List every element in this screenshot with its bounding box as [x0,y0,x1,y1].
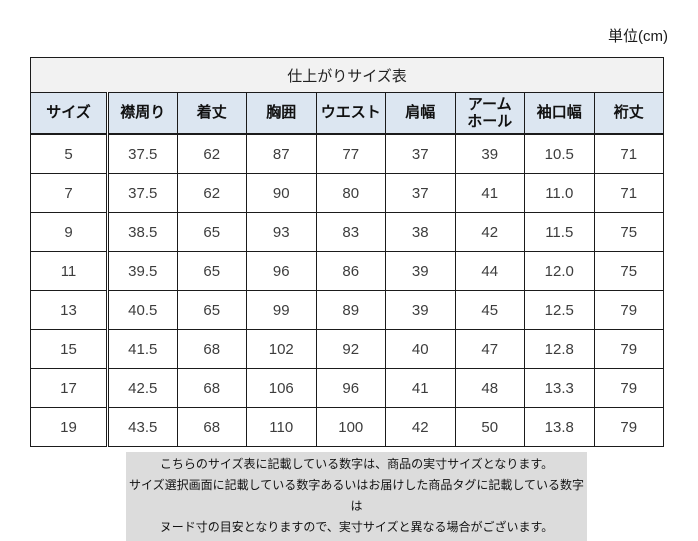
value-cell: 96 [246,251,317,291]
size-cell: 15 [30,329,108,369]
table-row: 11 39.5 65 96 86 39 44 12.0 75 [30,251,664,291]
value-cell: 100 [315,407,386,447]
table-row: 17 42.5 68 106 96 41 48 13.3 79 [30,368,664,408]
size-cell: 19 [30,407,108,447]
value-cell: 37 [385,133,456,174]
size-cell: 7 [30,173,108,213]
value-cell: 39 [454,133,525,174]
value-cell: 99 [246,290,317,330]
value-cell: 38.5 [106,212,178,252]
value-cell: 68 [176,368,247,408]
value-cell: 89 [315,290,386,330]
value-cell: 42 [385,407,456,447]
table-title-row: 仕上がりサイズ表 [30,57,664,93]
value-cell: 42.5 [106,368,178,408]
value-cell: 77 [315,133,386,174]
size-cell: 17 [30,368,108,408]
value-cell: 12.0 [524,251,595,291]
value-cell: 50 [454,407,525,447]
value-cell: 37.5 [106,173,178,213]
value-cell: 92 [315,329,386,369]
table-row: 5 37.5 62 87 77 37 39 10.5 71 [30,133,664,174]
size-cell: 13 [30,290,108,330]
note-box: こちらのサイズ表に記載している数字は、商品の実寸サイズとなります。 サイズ選択画… [126,452,587,541]
value-cell: 106 [246,368,317,408]
table-row: 9 38.5 65 93 83 38 42 11.5 75 [30,212,664,252]
value-cell: 80 [315,173,386,213]
column-header-1: 襟周り [106,92,178,135]
value-cell: 39.5 [106,251,178,291]
value-cell: 86 [315,251,386,291]
value-cell: 11.5 [524,212,595,252]
header-row: サイズ 襟周り 着丈 胸囲 ウエスト 肩幅 アーム ホール 袖口幅 裄丈 [30,92,664,135]
value-cell: 41 [385,368,456,408]
value-cell: 75 [593,251,664,291]
value-cell: 39 [385,251,456,291]
value-cell: 65 [176,251,247,291]
value-cell: 62 [176,133,247,174]
table-row: 13 40.5 65 99 89 39 45 12.5 79 [30,290,664,330]
value-cell: 90 [246,173,317,213]
size-cell: 9 [30,212,108,252]
column-header-8: 裄丈 [593,92,664,135]
value-cell: 40.5 [106,290,178,330]
value-cell: 93 [246,212,317,252]
value-cell: 102 [246,329,317,369]
value-cell: 68 [176,407,247,447]
value-cell: 44 [454,251,525,291]
value-cell: 79 [593,329,664,369]
note-line: こちらのサイズ表に記載している数字は、商品の実寸サイズとなります。 [159,457,554,471]
table-row: 7 37.5 62 90 80 37 41 11.0 71 [30,173,664,213]
value-cell: 110 [246,407,317,447]
value-cell: 11.0 [524,173,595,213]
value-cell: 10.5 [524,133,595,174]
value-cell: 12.8 [524,329,595,369]
value-cell: 96 [315,368,386,408]
value-cell: 75 [593,212,664,252]
value-cell: 47 [454,329,525,369]
value-cell: 87 [246,133,317,174]
note-line: ヌード寸の目安となりますので、実寸サイズと異なる場合がございます。 [159,520,554,534]
note-line: サイズ選択画面に記載している数字あるいはお届けした商品タグに記載している数字は [129,478,584,513]
value-cell: 13.3 [524,368,595,408]
table-row: 19 43.5 68 110 100 42 50 13.8 79 [30,407,664,447]
value-cell: 79 [593,407,664,447]
value-cell: 41.5 [106,329,178,369]
size-cell: 11 [30,251,108,291]
size-cell: 5 [30,133,108,174]
value-cell: 65 [176,290,247,330]
value-cell: 71 [593,133,664,174]
value-cell: 38 [385,212,456,252]
value-cell: 79 [593,290,664,330]
column-header-6: アーム ホール [454,92,525,135]
table-title: 仕上がりサイズ表 [30,57,664,93]
unit-label: 単位(cm) [608,28,668,45]
value-cell: 71 [593,173,664,213]
column-header-0: サイズ [30,92,108,135]
value-cell: 40 [385,329,456,369]
value-cell: 65 [176,212,247,252]
column-header-7: 袖口幅 [524,92,595,135]
value-cell: 79 [593,368,664,408]
value-cell: 39 [385,290,456,330]
value-cell: 12.5 [524,290,595,330]
column-header-2: 着丈 [176,92,247,135]
column-header-4: ウエスト [315,92,386,135]
table-row: 15 41.5 68 102 92 40 47 12.8 79 [30,329,664,369]
value-cell: 37.5 [106,133,178,174]
value-cell: 43.5 [106,407,178,447]
column-header-5: 肩幅 [385,92,456,135]
value-cell: 37 [385,173,456,213]
value-cell: 13.8 [524,407,595,447]
value-cell: 83 [315,212,386,252]
value-cell: 41 [454,173,525,213]
value-cell: 42 [454,212,525,252]
table-body: 5 37.5 62 87 77 37 39 10.5 71 7 37.5 62 90 80 37 41 11.0… [30,133,664,447]
column-header-3: 胸囲 [246,92,317,135]
value-cell: 45 [454,290,525,330]
value-cell: 62 [176,173,247,213]
value-cell: 48 [454,368,525,408]
value-cell: 68 [176,329,247,369]
